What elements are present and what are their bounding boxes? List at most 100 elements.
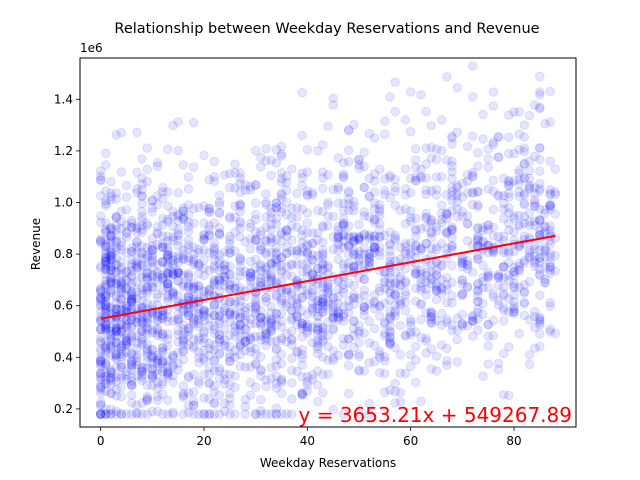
scatter-point (142, 391, 152, 402)
scatter-point (302, 386, 313, 396)
scatter-point (261, 328, 271, 339)
scatter-point (343, 230, 354, 241)
scatter-point (188, 218, 199, 228)
scatter-point (338, 311, 349, 322)
scatter-point (214, 349, 225, 360)
scatter-points (95, 61, 561, 419)
scatter-point (271, 409, 282, 419)
scatter-point (333, 231, 344, 242)
scatter-point (111, 224, 121, 235)
scatter-point (504, 270, 514, 281)
scatter-point (498, 290, 509, 301)
scatter-point (359, 249, 370, 259)
scatter-point (178, 160, 189, 170)
scatter-point (545, 156, 556, 166)
scatter-point (493, 190, 504, 200)
scatter-point (256, 317, 266, 328)
scatter-point (132, 167, 142, 178)
scatter-point (504, 294, 514, 304)
scatter-point (219, 369, 230, 380)
scatter-point (245, 276, 256, 287)
scatter-point (111, 324, 121, 334)
scatter-point (204, 409, 214, 419)
scatter-point (111, 337, 121, 348)
scatter-point (214, 330, 225, 341)
scatter-point (276, 308, 287, 319)
scatter-point (467, 310, 478, 321)
scatter-point (245, 273, 256, 284)
scatter-point (178, 214, 189, 224)
scatter-point (199, 307, 209, 317)
scatter-point (95, 238, 106, 248)
scatter-point (354, 328, 364, 339)
scatter-point (462, 188, 473, 198)
scatter-point (183, 372, 194, 383)
scatter-point (302, 371, 313, 382)
scatter-point (101, 319, 111, 330)
scatter-point (380, 116, 390, 126)
scatter-point (116, 409, 127, 419)
scatter-point (302, 377, 313, 387)
scatter-point (333, 184, 344, 195)
scatter-point (194, 352, 204, 363)
scatter-point (157, 213, 168, 224)
scatter-point (106, 404, 116, 415)
scatter-point (256, 265, 266, 276)
scatter-point (287, 164, 297, 174)
scatter-point (276, 190, 287, 200)
scatter-point (276, 316, 287, 327)
scatter-point (225, 168, 235, 179)
scatter-point (126, 270, 137, 281)
scatter-point (498, 389, 509, 400)
scatter-point (183, 303, 194, 314)
scatter-point (535, 225, 545, 235)
scatter-point (509, 262, 519, 273)
scatter-point (338, 263, 349, 273)
scatter-point (147, 370, 158, 381)
scatter-point (126, 262, 137, 272)
scatter-point (297, 353, 308, 364)
scatter-point (106, 234, 116, 245)
scatter-point (374, 218, 385, 229)
scatter-point (473, 280, 483, 290)
scatter-point (214, 366, 225, 376)
scatter-point (121, 335, 132, 346)
scatter-point (219, 341, 230, 351)
scatter-point (106, 264, 116, 275)
scatter-point (152, 260, 163, 270)
scatter-point (493, 364, 504, 375)
scatter-point (209, 171, 220, 182)
scatter-point (194, 269, 204, 279)
scatter-point (405, 361, 416, 372)
scatter-point (194, 409, 204, 419)
scatter-point (116, 342, 127, 352)
scatter-point (204, 313, 214, 324)
scatter-point (426, 233, 437, 243)
scatter-point (147, 372, 158, 382)
scatter-point (421, 284, 432, 295)
scatter-point (545, 249, 556, 259)
scatter-point (462, 219, 473, 229)
scatter-point (380, 387, 390, 398)
scatter-point (354, 293, 364, 304)
scatter-point (116, 341, 127, 351)
scatter-point (514, 179, 525, 189)
scatter-point (116, 319, 127, 330)
scatter-point (183, 272, 194, 282)
scatter-point (473, 186, 483, 197)
scatter-point (116, 223, 127, 234)
scatter-point (307, 250, 318, 260)
scatter-point (126, 372, 137, 383)
scatter-point (126, 215, 137, 226)
scatter-point (292, 203, 302, 213)
scatter-point (416, 243, 426, 254)
scatter-point (163, 216, 173, 227)
scatter-point (111, 292, 121, 303)
scatter-point (95, 235, 106, 246)
scatter-point (111, 325, 121, 336)
scatter-point (421, 333, 432, 344)
scatter-point (188, 257, 199, 267)
scatter-point (225, 297, 235, 307)
scatter-point (111, 326, 121, 336)
scatter-point (225, 248, 235, 258)
